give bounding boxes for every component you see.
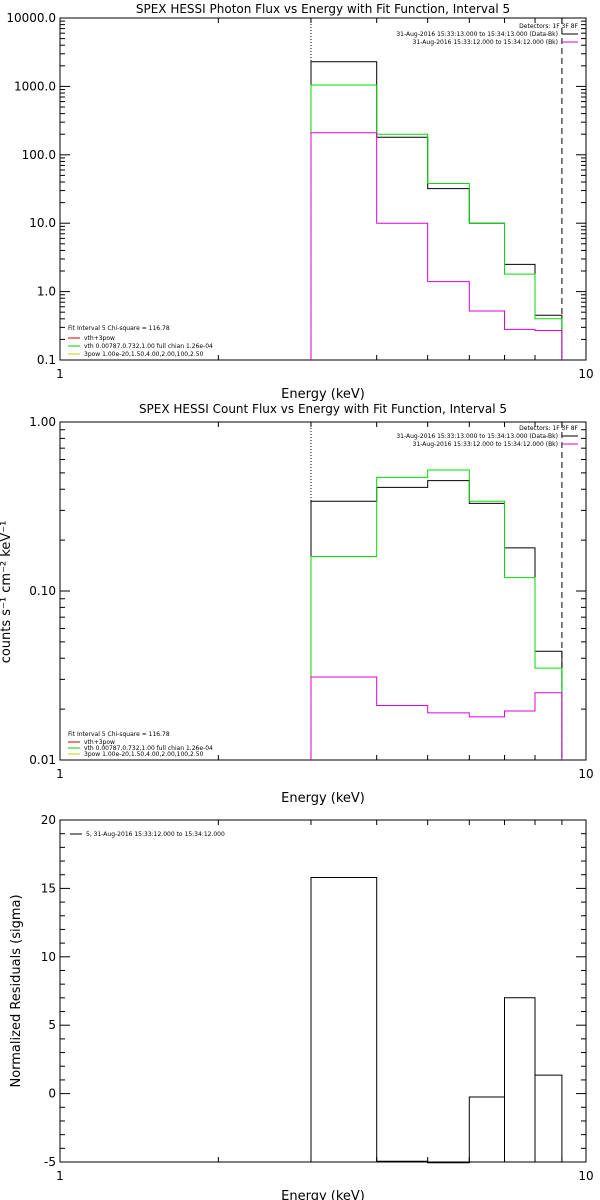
x-tick-label: 1 [56, 1169, 64, 1183]
y-tick-label: 1.00 [29, 415, 56, 429]
x-tick-label: 1 [56, 367, 64, 381]
y-tick-label: 10.0 [29, 216, 56, 230]
series-1-step-line [310, 84, 563, 360]
legend-3pow-label: 3pow 1.00e-20,1.50,4.00,2.00,100,2.50 [84, 351, 204, 358]
legend-3pow-label: 3pow 1.00e-20,1.50,4.00,2.00,100,2.50 [84, 751, 204, 758]
y-tick-label: 1.0 [37, 285, 56, 299]
fit-info: Fit Interval 5 Chi-square = 116.78 [68, 731, 170, 738]
legend: Detectors: 1F 3F 8F 31-Aug-2016 15:33:13… [68, 23, 579, 358]
series-2-step-line [310, 676, 563, 760]
y-tick-label: 0.10 [29, 584, 56, 598]
x-tick-label: 1 [56, 767, 64, 781]
y-tick-label: 100.0 [22, 148, 56, 162]
legend-fit-label: vth+3pow [84, 335, 115, 342]
chart-title: SPEX HESSI Photon Flux vs Energy with Fi… [136, 2, 510, 16]
legend-time-bk: 31-Aug-2016 15:33:12.000 to 15:34:12.000… [413, 441, 558, 448]
series-1-step-line [310, 469, 563, 760]
vertical-markers [310, 422, 563, 760]
x-axis-label: Energy (keV) [281, 791, 365, 806]
detectors-label: Detectors: 1F 3F 8F [519, 425, 578, 432]
y-axis-label: counts s⁻¹ cm⁻² keV⁻¹ [0, 521, 14, 664]
fit-info: Fit Interval 5 Chi-square = 116.78 [68, 325, 170, 332]
data-series [310, 61, 563, 360]
count-flux-panel: SPEX HESSI Count Flux vs Energy with Fit… [0, 402, 594, 806]
legend-vth-label: vth 0.00787,0.732,1.00 full chian 1.26e-… [84, 343, 213, 350]
plot-frame [59, 819, 587, 1163]
legend-time-data: 31-Aug-2016 15:33:13.000 to 15:34:13.000… [396, 433, 558, 440]
legend-time-data: 31-Aug-2016 15:33:13.000 to 15:34:13.000… [396, 31, 558, 38]
series-2-step-line [310, 132, 563, 360]
y-tick-label: 0.1 [37, 353, 56, 367]
x-axis-label: Energy (keV) [281, 387, 365, 402]
x-tick-label: 10 [578, 767, 593, 781]
axis-ticks: 1 10 0.1 1.0 10.0 100.0 1000.0 10000.0 [6, 11, 593, 381]
plot-frame [59, 17, 587, 361]
y-tick-label: 1000.0 [14, 79, 56, 93]
y-tick-label: -5 [44, 1155, 56, 1169]
residuals-panel: Energy (keV) Normalized Residuals (sigma… [9, 813, 594, 1200]
x-tick-label: 10 [578, 1169, 593, 1183]
y-tick-label: 0.01 [29, 753, 56, 767]
chart-title: SPEX HESSI Count Flux vs Energy with Fit… [139, 402, 507, 416]
series-0-step-line [310, 877, 563, 1164]
legend-time-bk: 31-Aug-2016 15:33:12.000 to 15:34:12.000… [413, 39, 558, 46]
axis-ticks: 1 10 0.01 0.10 1.00 [29, 415, 593, 781]
y-axis-label: Normalized Residuals (sigma) [9, 894, 24, 1087]
plot-frame [59, 421, 587, 761]
data-series [310, 877, 563, 1164]
y-tick-label: 10 [41, 950, 56, 964]
y-tick-label: 15 [41, 881, 56, 895]
series-0-step-line [310, 61, 563, 360]
legend-vth-label: vth 0.00787,0.732,1.00 full chian 1.26e-… [84, 745, 213, 752]
legend: Detectors: 1F 3F 8F 31-Aug-2016 15:33:13… [68, 425, 579, 758]
photon-flux-panel: SPEX HESSI Photon Flux vs Energy with Fi… [6, 2, 593, 402]
x-tick-label: 10 [578, 367, 593, 381]
legend: 5, 31-Aug-2016 15:33:12.000 to 15:34:12.… [70, 831, 225, 838]
data-series [310, 469, 563, 760]
legend-residual-label: 5, 31-Aug-2016 15:33:12.000 to 15:34:12.… [86, 831, 225, 838]
y-tick-label: 20 [41, 813, 56, 827]
y-tick-label: 10000.0 [6, 11, 56, 25]
legend-fit-label: vth+3pow [84, 739, 115, 746]
detectors-label: Detectors: 1F 3F 8F [519, 23, 578, 30]
y-tick-label: 5 [48, 1018, 56, 1032]
series-0-step-line [310, 480, 563, 760]
x-axis-label: Energy (keV) [281, 1189, 365, 1200]
y-tick-label: 0 [48, 1087, 56, 1101]
